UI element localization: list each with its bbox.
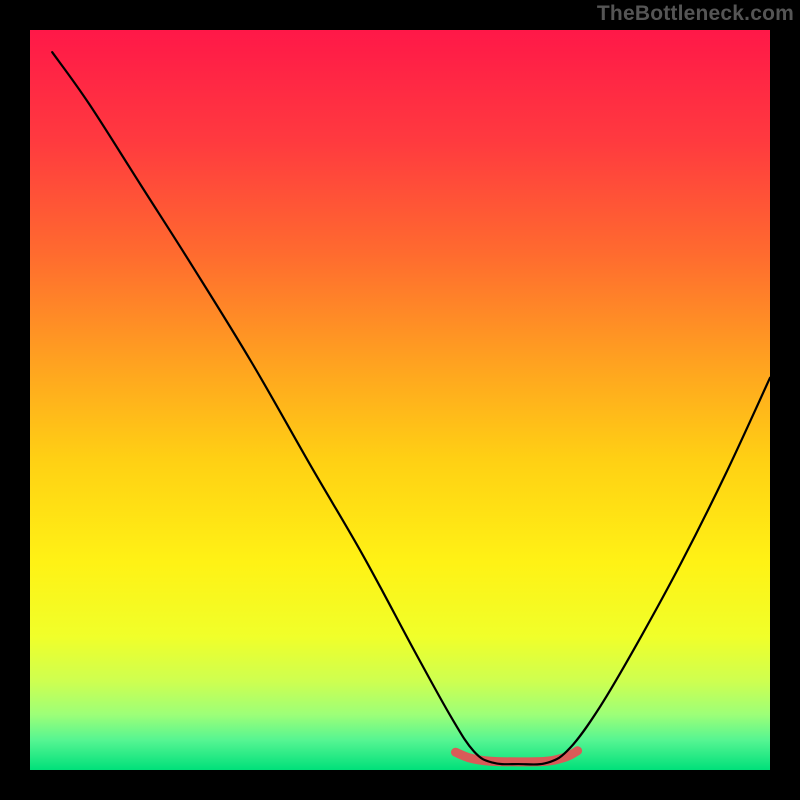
chart-frame: TheBottleneck.com	[0, 0, 800, 800]
plot-background	[30, 30, 770, 770]
bottleneck-chart	[0, 0, 800, 800]
watermark-text: TheBottleneck.com	[597, 2, 794, 26]
